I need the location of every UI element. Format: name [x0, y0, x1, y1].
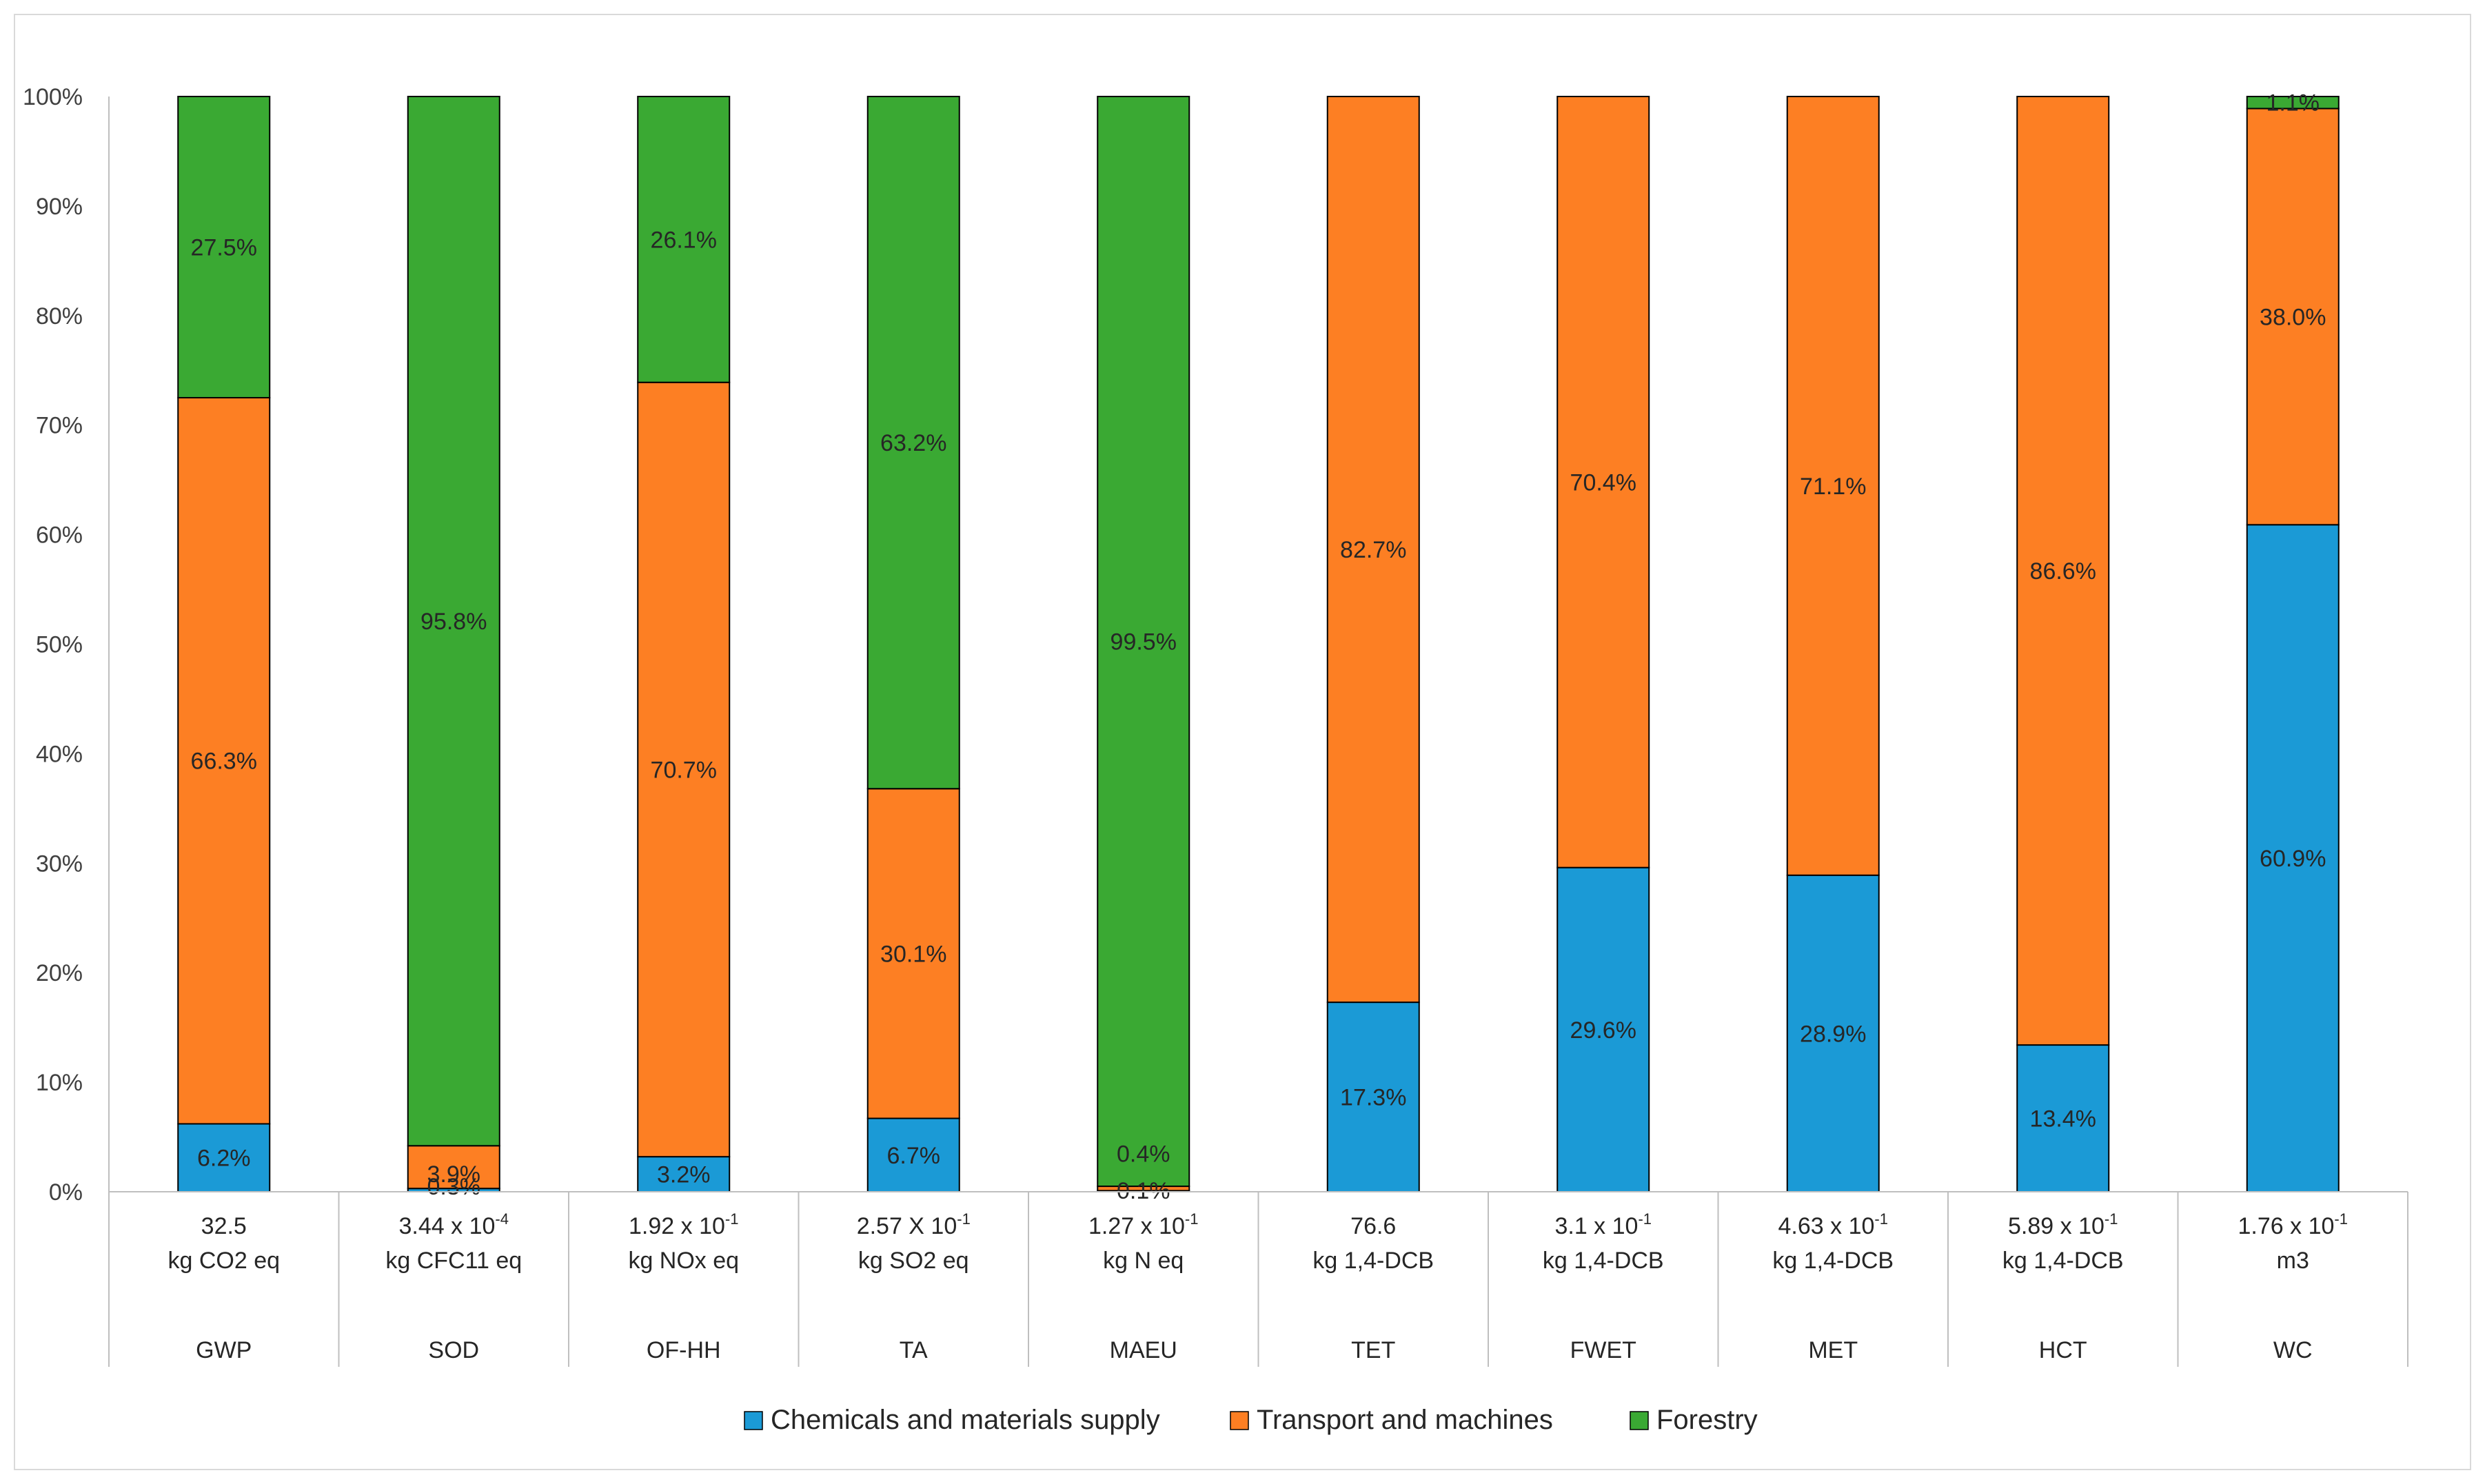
category-amount: 1.76 x 10-1 [2238, 1210, 2348, 1239]
data-label: 63.2% [880, 430, 946, 456]
category-label: FWET [1570, 1337, 1636, 1363]
category-amount: 1.92 x 10-1 [629, 1210, 738, 1239]
data-label: 27.5% [191, 234, 257, 261]
bar-segment [2246, 108, 2340, 526]
bar-segment [1786, 874, 1880, 1193]
category-unit: kg CFC11 eq [385, 1248, 522, 1274]
y-tick-label: 30% [36, 851, 83, 877]
y-tick-label: 0% [49, 1179, 83, 1206]
bar-segment [2246, 96, 2340, 110]
y-tick-label: 70% [36, 413, 83, 439]
legend-label: Chemicals and materials supply [771, 1405, 1160, 1435]
data-label: 70.7% [651, 757, 717, 783]
bar-segment [866, 96, 960, 790]
category-label: OF-HH [647, 1337, 721, 1363]
category-label: SOD [428, 1337, 479, 1363]
bar-segment [637, 96, 731, 383]
y-axis-ticks: 0% 10% 20% 30% 40% 50% 60% 70% 80% 90% 100% [23, 84, 83, 1206]
category-unit: kg CO2 eq [168, 1248, 280, 1274]
category-label: HCT [2039, 1337, 2087, 1363]
y-tick-label: 100% [23, 84, 83, 110]
bar-segment [637, 1156, 731, 1192]
category-unit: kg SO2 eq [858, 1248, 969, 1274]
category-amount: 32.5 [201, 1213, 247, 1239]
category-amount: 3.44 x 10-4 [399, 1210, 509, 1239]
legend-label: Forestry [1656, 1405, 1758, 1435]
y-tick-label: 50% [36, 632, 83, 658]
category-amount: 4.63 x 10-1 [1778, 1210, 1888, 1239]
category-label: MAEU [1110, 1337, 1177, 1363]
data-label: 13.4% [2030, 1106, 2096, 1132]
legend-swatch [1630, 1411, 1649, 1430]
data-label: 70.4% [1570, 469, 1636, 496]
y-tick-label: 80% [36, 303, 83, 329]
data-label: 60.9% [2260, 846, 2326, 872]
category-label: WC [2273, 1337, 2313, 1363]
data-label: 28.9% [1800, 1021, 1866, 1047]
y-tick-label: 20% [36, 960, 83, 986]
bars [177, 96, 2340, 1193]
data-label: 3.2% [657, 1162, 711, 1188]
data-label: 30.1% [880, 941, 946, 967]
data-label: 86.6% [2030, 558, 2096, 585]
data-label: 0.3% [427, 1174, 481, 1200]
category-label: MET [1808, 1337, 1858, 1363]
bar-segment [1556, 96, 1650, 868]
category-amount: 1.27 x 10-1 [1088, 1210, 1198, 1239]
legend-swatch [744, 1411, 763, 1430]
bar-segment [1326, 1002, 1420, 1193]
bar-segment [1556, 866, 1650, 1192]
data-label: 82.7% [1340, 537, 1406, 563]
category-unit: kg 1,4-DCB [2002, 1248, 2124, 1274]
data-label: 1.1% [2266, 90, 2320, 116]
bar-segment [1097, 96, 1190, 1188]
bar-segment [177, 1123, 271, 1193]
category-unit: kg 1,4-DCB [1543, 1248, 1664, 1274]
category-amount: 5.89 x 10-1 [2008, 1210, 2118, 1239]
data-label: 99.5% [1110, 629, 1177, 655]
category-amount: 3.1 x 10-1 [1554, 1210, 1652, 1239]
category-unit: kg 1,4-DCB [1312, 1248, 1434, 1274]
data-labels: 6.2% 66.3% 27.5% 0.3%3.9% 95.8% 3.2% 70.7% 26.1… [191, 90, 2326, 1204]
bar-segment [177, 96, 271, 398]
data-label: 66.3% [191, 749, 257, 775]
category-amount: 76.6 [1350, 1213, 1396, 1239]
bar-segment [407, 96, 500, 1147]
category-unit: kg NOx eq [628, 1248, 739, 1274]
bar-segment [2016, 1044, 2110, 1192]
category-label: GWP [196, 1337, 252, 1363]
legend: Chemicals and materials supply Transport … [744, 1405, 1758, 1435]
bar-segment [637, 381, 731, 1158]
data-label: 38.0% [2260, 304, 2326, 330]
category-unit: m3 [2277, 1248, 2309, 1274]
data-label: 6.2% [197, 1146, 251, 1172]
y-tick-label: 60% [36, 522, 83, 549]
legend-swatch [1230, 1411, 1249, 1430]
data-label: 95.8% [420, 609, 487, 635]
bar-segment [1786, 96, 1880, 876]
data-label: 0.4% [1117, 1141, 1170, 1167]
data-label: 17.3% [1340, 1085, 1406, 1111]
bar-segment [866, 788, 960, 1119]
x-axis: 32.5 kg CO2 eq GWP 3.44 x 10-4 kg CFC11 eq SO… [108, 96, 2408, 1367]
bar-segment [2016, 96, 2110, 1046]
y-tick-label: 40% [36, 741, 83, 767]
legend-label: Transport and machines [1257, 1405, 1553, 1435]
category-unit: kg 1,4-DCB [1772, 1248, 1894, 1274]
category-amount: 2.57 X 10-1 [857, 1210, 971, 1239]
data-label: 71.1% [1800, 474, 1866, 500]
y-tick-label: 90% [36, 194, 83, 220]
category-label: TA [900, 1337, 928, 1363]
category-label: TET [1351, 1337, 1395, 1363]
bar-segment [2246, 524, 2340, 1192]
data-label: 29.6% [1570, 1017, 1636, 1044]
y-tick-label: 10% [36, 1070, 83, 1096]
category-unit: kg N eq [1103, 1248, 1184, 1274]
bar-segment [1326, 96, 1420, 1004]
data-label: 3.9% [427, 1161, 481, 1188]
data-label: 26.1% [651, 227, 717, 253]
data-label: 6.7% [887, 1143, 941, 1169]
